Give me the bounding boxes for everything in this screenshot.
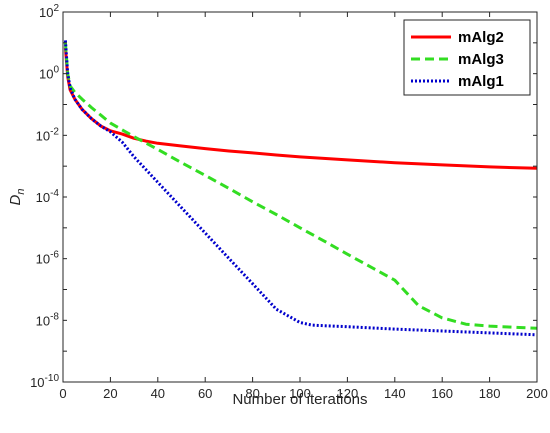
y-tick-label: 10-6 xyxy=(36,250,60,267)
x-tick-layer: 0 20 40 60 80 100 120 140 160 180 200 xyxy=(59,12,548,401)
x-tick-label: 60 xyxy=(198,386,212,401)
y-tick-label: 100 xyxy=(39,65,59,82)
x-tick-label: 200 xyxy=(526,386,548,401)
legend: mAlg2 mAlg3 mAlg1 xyxy=(403,19,531,96)
y-axis-label-subscript: n xyxy=(15,189,27,195)
x-tick-label: 40 xyxy=(151,386,165,401)
y-tick-exponent: -2 xyxy=(50,126,59,137)
y-tick-exponent: 2 xyxy=(53,3,59,14)
x-tick-label: 0 xyxy=(59,386,66,401)
x-tick-label: 140 xyxy=(384,386,406,401)
y-tick-label: 10-10 xyxy=(30,373,59,390)
y-tick-exponent: 0 xyxy=(53,65,59,76)
legend-label-mAlg1: mAlg1 xyxy=(458,73,504,90)
x-tick-label: 160 xyxy=(431,386,453,401)
y-tick-label: 10-2 xyxy=(36,126,60,143)
legend-label-mAlg2: mAlg2 xyxy=(458,29,504,46)
y-tick-exponent: -6 xyxy=(50,250,59,261)
y-axis-label: Dn xyxy=(7,189,27,206)
x-tick-label: 80 xyxy=(245,386,259,401)
x-tick-label: 20 xyxy=(103,386,117,401)
y-tick-exponent: -4 xyxy=(50,188,59,199)
y-tick-base: 10 xyxy=(36,128,50,143)
y-tick-label: 10-8 xyxy=(36,311,60,328)
y-axis-label-main: D xyxy=(7,194,24,205)
legend-label-mAlg3: mAlg3 xyxy=(458,51,504,68)
y-tick-label: 10-4 xyxy=(36,188,60,205)
y-tick-base: 10 xyxy=(36,313,50,328)
y-tick-base: 10 xyxy=(36,252,50,267)
x-tick-label: 100 xyxy=(289,386,311,401)
y-tick-base: 10 xyxy=(36,190,50,205)
y-tick-exponent: -8 xyxy=(50,311,59,322)
x-tick-label: 180 xyxy=(479,386,501,401)
y-tick-exponent: -10 xyxy=(45,373,60,384)
y-tick-base: 10 xyxy=(39,5,53,20)
y-tick-base: 10 xyxy=(39,67,53,82)
x-axis-label: Number of iterations xyxy=(232,391,367,408)
y-tick-label: 102 xyxy=(39,3,59,20)
x-tick-label: 120 xyxy=(337,386,359,401)
series-layer xyxy=(63,40,538,337)
y-tick-base: 10 xyxy=(30,375,44,390)
